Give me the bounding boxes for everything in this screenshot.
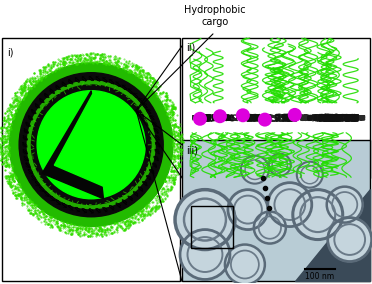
Polygon shape: [295, 189, 370, 281]
Circle shape: [327, 187, 363, 223]
Text: iii): iii): [186, 146, 198, 156]
Circle shape: [254, 212, 286, 244]
Circle shape: [225, 245, 265, 284]
Polygon shape: [42, 91, 103, 199]
Text: ii): ii): [186, 43, 195, 53]
Circle shape: [19, 73, 163, 217]
Bar: [191, 206, 233, 248]
Circle shape: [269, 154, 291, 176]
Circle shape: [180, 229, 230, 279]
Text: i): i): [7, 48, 14, 58]
Circle shape: [9, 63, 173, 227]
Circle shape: [31, 85, 151, 204]
Circle shape: [193, 112, 207, 126]
Polygon shape: [54, 94, 112, 190]
Bar: [182, 38, 370, 178]
Circle shape: [328, 218, 372, 262]
Circle shape: [175, 190, 235, 250]
Text: 100 nm: 100 nm: [305, 272, 334, 281]
Circle shape: [27, 81, 155, 208]
Circle shape: [37, 91, 145, 199]
Text: Hydrophobic
cargo: Hydrophobic cargo: [184, 5, 246, 27]
Bar: [182, 140, 370, 281]
Bar: [2, 38, 180, 281]
Bar: [182, 38, 370, 178]
Circle shape: [268, 183, 312, 227]
Circle shape: [297, 162, 323, 188]
Circle shape: [236, 108, 250, 122]
Circle shape: [293, 190, 343, 239]
Circle shape: [288, 108, 302, 122]
Circle shape: [258, 113, 272, 127]
Circle shape: [213, 109, 227, 123]
Circle shape: [228, 190, 268, 229]
Circle shape: [241, 156, 269, 184]
